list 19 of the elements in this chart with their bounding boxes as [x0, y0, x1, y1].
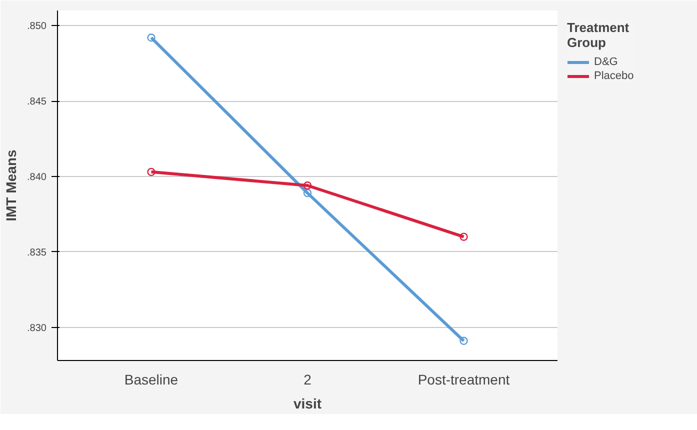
y-axis-title: IMT Means [3, 150, 20, 222]
point [303, 188, 312, 198]
x-tick-label: Post-treatment [418, 372, 510, 388]
point [460, 336, 468, 345]
point [147, 34, 156, 42]
y-tick-label: .850 [27, 21, 47, 32]
legend-label: Placebo [594, 69, 634, 83]
y-tick-label: .840 [27, 172, 47, 183]
y-tick-label: .835 [27, 247, 47, 258]
point [147, 168, 156, 176]
point [303, 181, 312, 190]
x-tick-label: Baseline [124, 372, 178, 388]
y-tick-label: .830 [27, 322, 47, 334]
x-axis-title: visit [293, 396, 322, 412]
legend-title: Treatment Group [567, 20, 630, 50]
legend-label: D&G [594, 55, 618, 69]
y-tick-label: .845 [27, 96, 47, 108]
x-tick-label: 2 [304, 372, 312, 388]
point [460, 232, 468, 241]
